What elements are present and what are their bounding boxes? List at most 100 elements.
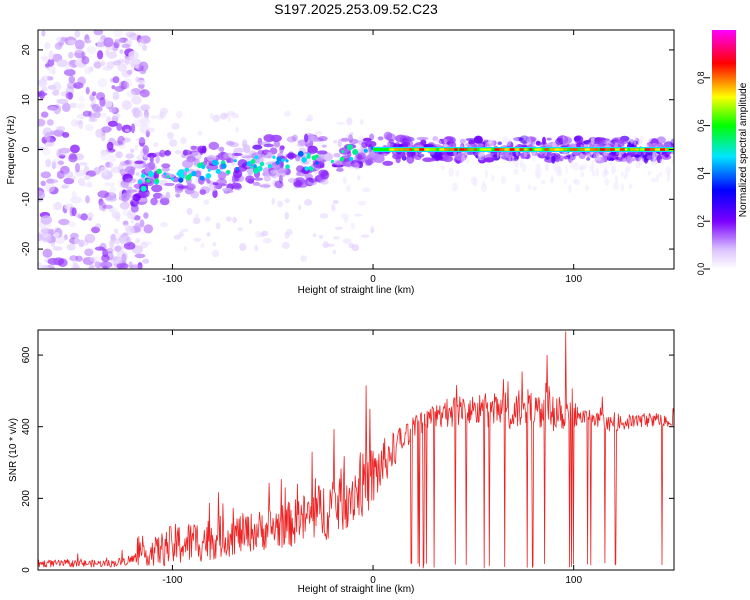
noise-blob bbox=[130, 217, 135, 224]
band-blob bbox=[382, 160, 394, 166]
noise-blob bbox=[74, 255, 83, 262]
band-blob bbox=[152, 192, 163, 199]
streak-blob bbox=[628, 183, 633, 189]
ridge-peak bbox=[469, 148, 473, 151]
streak-blob bbox=[568, 184, 572, 193]
noise-blob bbox=[74, 170, 86, 177]
streak-blob bbox=[527, 184, 532, 190]
noise-blob bbox=[91, 91, 97, 96]
band-blob bbox=[206, 163, 219, 171]
noise-blob bbox=[85, 124, 94, 132]
faint-blob bbox=[350, 222, 356, 230]
band-blob bbox=[218, 178, 227, 184]
band-blob bbox=[656, 136, 666, 144]
ridge-peak bbox=[559, 148, 564, 151]
band-blob bbox=[363, 155, 373, 159]
faint-blob bbox=[118, 144, 126, 149]
noise-blob bbox=[61, 170, 74, 178]
faint-blob bbox=[197, 130, 202, 136]
band-blob bbox=[554, 156, 560, 163]
band-blob bbox=[287, 151, 295, 160]
noise-blob bbox=[64, 68, 76, 77]
spectrogram-x-tick-label: 0 bbox=[370, 274, 376, 285]
spectrogram-y-tick-label: -10 bbox=[21, 192, 32, 207]
noise-blob bbox=[77, 59, 87, 68]
noise-blob bbox=[99, 151, 111, 161]
streak-blob bbox=[496, 138, 499, 145]
ridge-dot bbox=[281, 158, 285, 163]
noise-blob bbox=[138, 137, 146, 147]
noise-blob bbox=[56, 170, 65, 179]
noise-blob bbox=[104, 161, 114, 169]
streak-blob bbox=[651, 151, 658, 160]
noise-blob bbox=[44, 132, 51, 141]
colorbar-label: Normalized spectral amplitude bbox=[738, 82, 749, 217]
streak-blob bbox=[484, 169, 489, 179]
noise-blob bbox=[112, 91, 120, 100]
noise-blob bbox=[115, 151, 123, 159]
ridge-dot bbox=[221, 163, 227, 169]
noise-blob bbox=[60, 36, 68, 42]
noise-blob bbox=[139, 35, 151, 44]
band-blob bbox=[432, 136, 439, 142]
faint-blob bbox=[351, 244, 360, 252]
noise-blob bbox=[85, 170, 97, 177]
streak-blob bbox=[508, 157, 512, 164]
noise-blob bbox=[102, 265, 109, 269]
ridge-dot bbox=[211, 159, 218, 166]
band-blob bbox=[148, 161, 155, 169]
noise-blob bbox=[70, 196, 82, 204]
noise-blob bbox=[40, 76, 45, 85]
noise-blob bbox=[93, 111, 101, 119]
noise-blob bbox=[40, 111, 49, 118]
faint-blob bbox=[183, 246, 187, 252]
noise-blob bbox=[88, 264, 95, 269]
noise-blob bbox=[113, 228, 119, 234]
band-blob bbox=[555, 137, 565, 145]
streak-blob bbox=[622, 158, 627, 163]
band-blob bbox=[314, 175, 319, 181]
noise-blob bbox=[97, 50, 104, 60]
band-blob bbox=[417, 153, 425, 158]
noise-blob bbox=[138, 61, 149, 72]
noise-blob bbox=[96, 39, 106, 49]
noise-blob bbox=[51, 66, 56, 76]
streak-blob bbox=[620, 183, 624, 192]
band-blob bbox=[601, 151, 607, 158]
noise-blob bbox=[47, 105, 59, 111]
band-blob bbox=[442, 155, 454, 163]
streak-blob bbox=[652, 157, 656, 163]
ridge-dot bbox=[309, 167, 314, 172]
noise-blob bbox=[112, 76, 120, 84]
faint-blob bbox=[166, 131, 174, 140]
ridge-dot bbox=[178, 169, 185, 176]
band-blob bbox=[160, 194, 168, 199]
band-blob bbox=[520, 153, 527, 159]
band-blob bbox=[263, 174, 271, 182]
noise-blob bbox=[47, 58, 55, 67]
ridge-peak bbox=[660, 148, 668, 151]
ridge-dot bbox=[207, 168, 211, 172]
streak-blob bbox=[550, 177, 553, 183]
streak-blob bbox=[536, 163, 541, 170]
noise-blob bbox=[82, 110, 92, 117]
streak-blob bbox=[635, 161, 641, 169]
noise-blob bbox=[52, 246, 63, 251]
noise-blob bbox=[107, 120, 118, 127]
spectrogram-x-label: Height of straight line (km) bbox=[298, 285, 415, 296]
band-blob bbox=[150, 197, 158, 206]
noise-blob bbox=[133, 119, 143, 128]
noise-blob bbox=[135, 238, 140, 244]
streak-blob bbox=[596, 153, 602, 162]
faint-blob bbox=[304, 199, 313, 206]
noise-blob bbox=[68, 175, 77, 180]
band-blob bbox=[592, 153, 600, 158]
noise-blob bbox=[93, 30, 104, 36]
noise-blob bbox=[116, 38, 124, 45]
snr-frame bbox=[37, 329, 675, 571]
faint-blob bbox=[180, 136, 187, 145]
faint-blob bbox=[204, 216, 211, 222]
band-blob bbox=[362, 137, 372, 142]
noise-blob bbox=[87, 212, 94, 219]
noise-blob bbox=[40, 215, 53, 225]
